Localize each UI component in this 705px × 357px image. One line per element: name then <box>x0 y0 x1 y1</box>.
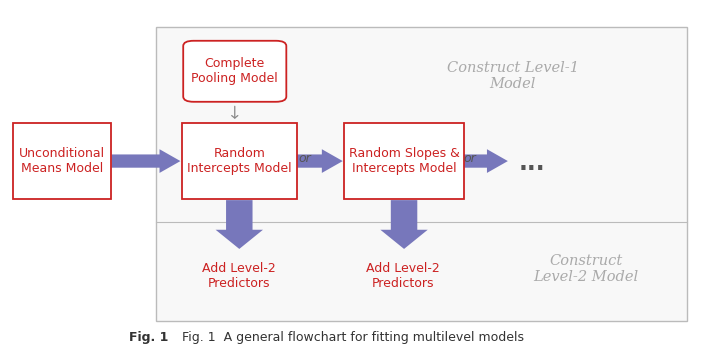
Text: Add Level-2
Predictors: Add Level-2 Predictors <box>367 262 440 290</box>
FancyBboxPatch shape <box>182 123 297 200</box>
Text: Random Slopes &
Intercepts Model: Random Slopes & Intercepts Model <box>348 147 460 175</box>
Polygon shape <box>111 149 180 173</box>
FancyBboxPatch shape <box>156 27 687 321</box>
Polygon shape <box>381 200 428 249</box>
Text: Fig. 1  A general flowchart for fitting multilevel models: Fig. 1 A general flowchart for fitting m… <box>181 331 524 344</box>
Text: Construct Level-1
Model: Construct Level-1 Model <box>447 61 579 91</box>
FancyBboxPatch shape <box>183 41 286 102</box>
Text: ...: ... <box>519 151 546 175</box>
FancyBboxPatch shape <box>13 123 111 200</box>
Text: Random
Intercepts Model: Random Intercepts Model <box>187 147 292 175</box>
FancyBboxPatch shape <box>344 123 464 200</box>
Polygon shape <box>297 149 343 173</box>
Text: Fig. 1: Fig. 1 <box>128 331 168 344</box>
Text: Complete
Pooling Model: Complete Pooling Model <box>191 57 278 85</box>
Text: Add Level-2
Predictors: Add Level-2 Predictors <box>202 262 276 290</box>
Text: or: or <box>299 152 312 165</box>
Text: Unconditional
Means Model: Unconditional Means Model <box>19 147 105 175</box>
Polygon shape <box>216 200 263 249</box>
Text: Construct
Level-2 Model: Construct Level-2 Model <box>533 254 639 284</box>
Text: or: or <box>463 152 476 165</box>
Polygon shape <box>464 149 508 173</box>
